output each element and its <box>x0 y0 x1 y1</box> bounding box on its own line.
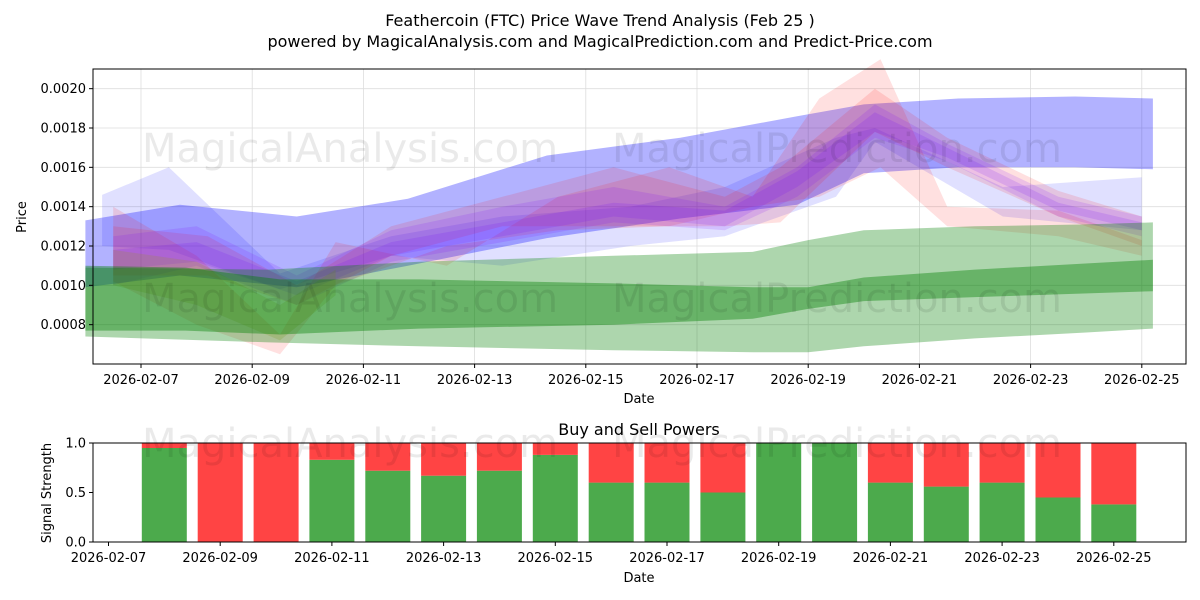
buy-bar <box>923 486 969 542</box>
buy-bar <box>1091 504 1137 542</box>
signal-x-tick-label: 2026-02-11 <box>294 551 370 566</box>
signal-x-ticks: 2026-02-07 2026-02-09 2026-02-11 2026-02-13… <box>71 542 1152 566</box>
signal-x-tick-label: 2026-02-15 <box>518 551 594 566</box>
signal-x-label: Date <box>623 571 654 586</box>
sell-bar <box>253 443 299 542</box>
price-x-tick-label: 2026-02-25 <box>1104 373 1180 388</box>
price-x-tick-label: 2026-02-15 <box>548 373 624 388</box>
band-green-band-wide <box>85 222 1153 353</box>
signal-x-tick-label: 2026-02-19 <box>741 551 817 566</box>
buy-bar <box>476 470 522 542</box>
price-panel: MagicalAnalysis.com MagicalPrediction.co… <box>15 59 1187 407</box>
price-x-tick-label: 2026-02-07 <box>103 373 179 388</box>
signal-x-tick-label: 2026-02-25 <box>1076 551 1152 566</box>
band-purple-band-2 <box>113 112 1142 296</box>
sell-bar <box>867 443 913 483</box>
band-red-band-1 <box>113 59 1142 355</box>
sell-bar <box>923 443 969 487</box>
chart-subtitle: powered by MagicalAnalysis.com and Magic… <box>267 32 932 51</box>
price-grid <box>93 69 1186 364</box>
buy-bar <box>812 443 858 542</box>
buy-bar <box>141 447 187 542</box>
watermark-left-bottom: MagicalAnalysis.com <box>142 421 558 467</box>
price-x-tick-label: 2026-02-21 <box>882 373 958 388</box>
buy-bar <box>700 492 746 542</box>
watermark-right-top: MagicalPrediction.com <box>612 126 1062 172</box>
price-x-label: Date <box>623 392 654 407</box>
price-y-label: Price <box>15 201 30 233</box>
buy-bar <box>979 482 1025 542</box>
sell-bar <box>309 443 355 460</box>
price-y-ticks: 0.0008 0.0010 0.0012 0.0014 0.0016 0.0018 0.00… <box>41 82 93 333</box>
signal-y-label: Signal Strength <box>40 443 55 543</box>
price-plot-frame <box>92 68 1187 365</box>
buy-bar <box>867 482 913 542</box>
buy-bar <box>756 443 802 542</box>
chart-title: Feathercoin (FTC) Price Wave Trend Analy… <box>385 11 815 30</box>
price-y-tick-label: 0.0010 <box>41 279 87 294</box>
signal-panel: Buy and Sell Powers MagicalAnalysis.com … <box>40 420 1187 586</box>
buy-bar <box>365 470 411 542</box>
signal-y-tick-label: 0.0 <box>65 536 86 551</box>
price-x-ticks: 2026-02-07 2026-02-09 2026-02-11 2026-02-13… <box>103 364 1180 388</box>
sell-bar <box>644 443 690 483</box>
band-green-band-core <box>85 259 1153 335</box>
sell-bar <box>365 443 411 471</box>
sell-bar <box>1091 443 1137 505</box>
signal-x-tick-label: 2026-02-07 <box>71 551 147 566</box>
price-y-tick-label: 0.0020 <box>41 82 87 97</box>
price-y-tick-label: 0.0014 <box>41 200 87 215</box>
buy-bar <box>1035 497 1081 542</box>
signal-y-tick-label: 0.5 <box>65 486 86 501</box>
sell-bar <box>1035 443 1081 498</box>
sell-bar <box>979 443 1025 483</box>
sell-bar <box>532 443 578 455</box>
buy-bar <box>532 454 578 542</box>
price-y-tick-label: 0.0016 <box>41 161 87 176</box>
signal-x-tick-label: 2026-02-13 <box>406 551 482 566</box>
watermark-left-mid: MagicalAnalysis.com <box>142 276 558 322</box>
sell-bar <box>588 443 634 483</box>
buy-bar <box>421 475 467 542</box>
band-blue-band-upper <box>85 96 1153 288</box>
sell-bar <box>700 443 746 493</box>
watermark-left-top: MagicalAnalysis.com <box>142 126 558 172</box>
band-purple-band-1 <box>113 104 1142 306</box>
price-x-tick-label: 2026-02-17 <box>659 373 735 388</box>
signal-x-tick-label: 2026-02-17 <box>629 551 705 566</box>
signal-x-tick-label: 2026-02-21 <box>853 551 929 566</box>
price-y-tick-label: 0.0008 <box>41 318 87 333</box>
band-blue-band-light <box>102 128 1142 290</box>
watermark-right-mid: MagicalPrediction.com <box>612 276 1062 322</box>
signal-bars <box>141 443 1137 542</box>
band-olive-band <box>113 249 336 341</box>
signal-y-tick-label: 1.0 <box>65 437 86 452</box>
sell-bar <box>476 443 522 471</box>
buy-bar <box>588 482 634 542</box>
signal-title: Buy and Sell Powers <box>558 420 720 439</box>
price-bands <box>85 59 1153 355</box>
signal-y-ticks: 0.0 0.5 1.0 <box>65 437 93 551</box>
sell-bar <box>197 443 243 542</box>
price-x-tick-label: 2026-02-11 <box>326 373 402 388</box>
price-x-tick-label: 2026-02-19 <box>770 373 846 388</box>
price-x-tick-label: 2026-02-23 <box>993 373 1069 388</box>
sell-bar <box>421 443 467 476</box>
price-plot-area <box>93 69 1186 364</box>
buy-bar <box>644 482 690 542</box>
price-x-tick-label: 2026-02-09 <box>214 373 290 388</box>
watermark-right-bottom: MagicalPrediction.com <box>612 421 1062 467</box>
signal-x-tick-label: 2026-02-23 <box>964 551 1040 566</box>
price-x-tick-label: 2026-02-13 <box>437 373 513 388</box>
price-y-tick-label: 0.0012 <box>41 240 87 255</box>
band-red-band-2 <box>113 88 1142 305</box>
buy-bar <box>309 459 355 542</box>
sell-bar <box>141 443 187 448</box>
signal-x-tick-label: 2026-02-09 <box>182 551 258 566</box>
price-y-tick-label: 0.0018 <box>41 122 87 137</box>
